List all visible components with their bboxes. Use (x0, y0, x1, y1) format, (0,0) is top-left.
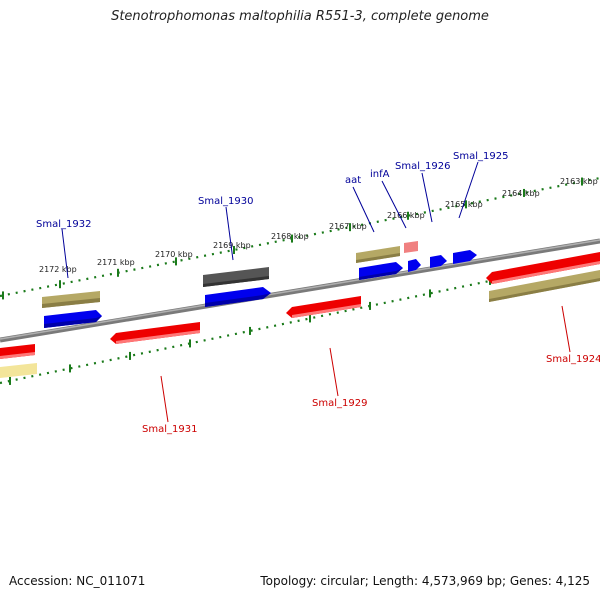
kbp-label: 2170 kbp (155, 250, 193, 259)
reverse-label-lines (160, 305, 571, 423)
forward-label-lines (61, 161, 479, 279)
gene-label[interactable]: Smal_1925 (453, 151, 508, 162)
gene-labels: Smal_1932 Smal_1930 aat infA Smal_1926 S… (36, 151, 600, 435)
gene-feature[interactable] (286, 296, 361, 318)
gene-feature[interactable] (430, 255, 447, 268)
reverse-features (0, 252, 600, 378)
kbp-label: 2166 kbp (387, 211, 425, 220)
kbp-label: 2171 kbp (97, 258, 135, 267)
gene-label[interactable]: aat (345, 175, 361, 186)
gene-label[interactable]: Smal_1926 (395, 161, 450, 172)
kbp-label: 2169 kbp (213, 241, 251, 250)
genome-title: Stenotrophomonas maltophilia R551-3, com… (111, 9, 489, 24)
topology-summary: Topology: circular; Length: 4,573,969 bp… (260, 574, 590, 588)
gene-label[interactable]: Smal_1924 (546, 354, 600, 365)
gene-feature[interactable] (453, 250, 477, 264)
kbp-scale-labels: 2172 kbp 2171 kbp 2170 kbp 2169 kbp 2168… (39, 177, 598, 274)
gene-label[interactable]: Smal_1932 (36, 219, 91, 230)
upper-major-ticks (2, 177, 583, 300)
accession-text: Accession: NC_011071 (9, 574, 146, 588)
kbp-label: 2163 kbp (560, 177, 598, 186)
gene-feature[interactable] (408, 259, 421, 272)
genome-backbone (0, 238, 600, 343)
forward-features (42, 241, 477, 328)
kbp-label: 2167 kbp (329, 222, 367, 231)
gene-label[interactable]: Smal_1931 (142, 424, 197, 435)
kbp-label: 2164 kbp (502, 189, 540, 198)
gene-feature[interactable] (486, 252, 600, 284)
gene-feature[interactable] (0, 363, 37, 378)
gene-label[interactable]: Smal_1929 (312, 398, 367, 409)
gene-label[interactable]: infA (370, 169, 390, 180)
gene-label[interactable]: Smal_1930 (198, 196, 253, 207)
kbp-label: 2168 kbp (271, 232, 309, 241)
kbp-label: 2172 kbp (39, 265, 77, 274)
gene-feature[interactable] (404, 241, 418, 253)
gene-feature[interactable] (110, 322, 200, 344)
upper-scale-line (0, 176, 600, 298)
